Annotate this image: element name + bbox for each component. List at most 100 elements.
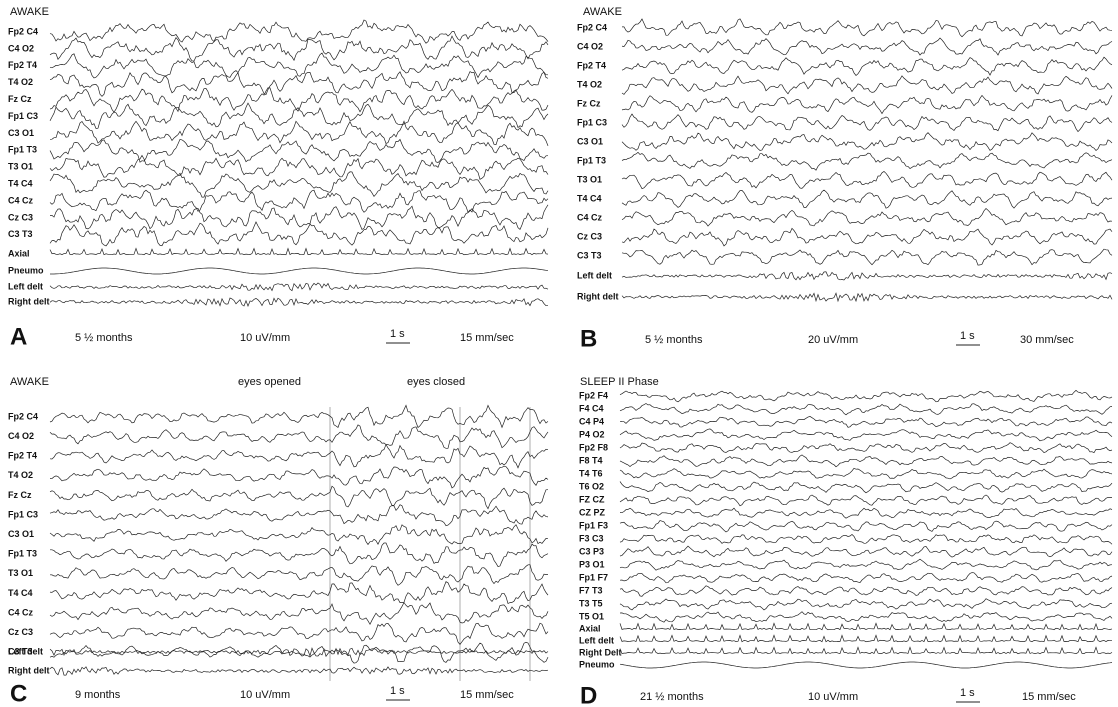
trace bbox=[49, 35, 549, 62]
panel-letter: C bbox=[10, 680, 27, 707]
trace bbox=[619, 403, 1113, 416]
trace bbox=[619, 611, 1113, 623]
trace bbox=[619, 598, 1113, 611]
trace bbox=[49, 581, 549, 604]
time-scale: 1 s bbox=[390, 328, 405, 340]
channel-label: C4 Cz bbox=[8, 195, 34, 205]
channel-label: F8 T4 bbox=[579, 455, 603, 465]
channel-label: Fp2 C4 bbox=[8, 411, 38, 421]
channel-label: T3 O1 bbox=[8, 162, 33, 172]
panel-header: AWAKE bbox=[10, 376, 49, 388]
panel-header: AWAKE bbox=[583, 6, 622, 18]
channel-label: Fp2 T4 bbox=[8, 60, 37, 70]
trace bbox=[49, 120, 549, 147]
speed: 15 mm/sec bbox=[460, 689, 514, 701]
trace bbox=[49, 71, 549, 97]
trace bbox=[49, 564, 549, 586]
age: 5 ½ months bbox=[75, 332, 133, 344]
trace bbox=[49, 622, 549, 645]
panel-header: SLEEP II Phase bbox=[580, 376, 659, 388]
channel-label: Fp1 T3 bbox=[8, 549, 37, 559]
channel-label: Right delt bbox=[8, 665, 50, 675]
channel-label: C4 O2 bbox=[8, 431, 34, 441]
trace bbox=[49, 424, 549, 449]
channel-label: Fz Cz bbox=[8, 490, 32, 500]
time-scale: 1 s bbox=[960, 330, 975, 342]
channel-label: C3 T3 bbox=[577, 250, 602, 260]
trace bbox=[621, 227, 1113, 247]
trace bbox=[49, 297, 548, 307]
trace bbox=[621, 151, 1113, 171]
channel-label: Fp2 T4 bbox=[577, 60, 606, 70]
trace bbox=[49, 221, 549, 247]
trace bbox=[619, 646, 1113, 655]
trace bbox=[50, 542, 549, 568]
channel-label: C3 O1 bbox=[8, 529, 34, 539]
channel-label: Fp2 T4 bbox=[8, 451, 37, 461]
channel-label: Fp1 F3 bbox=[579, 520, 608, 530]
channel-label: Left delt bbox=[577, 270, 612, 280]
trace bbox=[49, 102, 549, 129]
channel-label: Cz C3 bbox=[8, 212, 33, 222]
channel-label: T6 O2 bbox=[579, 481, 604, 491]
channel-label: Right Delt bbox=[579, 647, 622, 657]
channel-label: Left delt bbox=[8, 646, 43, 656]
sensitivity: 10 uV/mm bbox=[240, 332, 290, 344]
channel-label: P3 O1 bbox=[579, 559, 605, 569]
channel-label: Pneumo bbox=[8, 265, 44, 275]
trace bbox=[49, 404, 549, 429]
channel-label: Axial bbox=[579, 623, 601, 633]
channel-label: Right delt bbox=[577, 291, 619, 301]
channel-label: C3 P3 bbox=[579, 546, 604, 556]
channel-label: Fp2 C4 bbox=[8, 26, 38, 36]
channel-label: C3 O1 bbox=[8, 128, 34, 138]
trace bbox=[49, 601, 549, 626]
channel-label: FZ CZ bbox=[579, 494, 605, 504]
trace bbox=[619, 507, 1113, 519]
trace bbox=[49, 666, 549, 676]
time-scale: 1 s bbox=[960, 687, 975, 699]
trace bbox=[49, 465, 549, 489]
trace bbox=[621, 208, 1113, 227]
channel-label: T5 O1 bbox=[579, 611, 604, 621]
channel-label: P4 O2 bbox=[579, 429, 605, 439]
channel-label: C3 T3 bbox=[8, 647, 33, 657]
trace bbox=[619, 545, 1113, 558]
trace bbox=[621, 189, 1113, 209]
channel-label: F7 T3 bbox=[579, 585, 603, 595]
trace bbox=[49, 524, 549, 546]
channel-label: Fp2 F8 bbox=[579, 442, 608, 452]
speed: 15 mm/sec bbox=[1022, 691, 1076, 703]
trace bbox=[49, 504, 549, 527]
trace bbox=[621, 94, 1113, 115]
speed: 15 mm/sec bbox=[460, 332, 514, 344]
trace bbox=[49, 443, 549, 469]
channel-label: Fp1 C3 bbox=[8, 509, 38, 519]
trace bbox=[619, 467, 1113, 480]
panel-header: eyes opened bbox=[238, 376, 301, 388]
panel-letter: A bbox=[10, 323, 27, 350]
trace bbox=[621, 132, 1113, 151]
channel-label: Fp2 C4 bbox=[577, 22, 607, 32]
channel-label: Fp1 T3 bbox=[577, 155, 606, 165]
channel-label: T4 C4 bbox=[8, 178, 33, 188]
trace bbox=[619, 494, 1113, 507]
channel-label: Right delt bbox=[8, 296, 50, 306]
trace bbox=[619, 442, 1113, 454]
channel-label: T4 O2 bbox=[8, 470, 33, 480]
channel-label: CZ PZ bbox=[579, 507, 606, 517]
trace bbox=[619, 661, 1113, 669]
trace bbox=[619, 572, 1113, 584]
trace bbox=[621, 171, 1113, 190]
channel-label: T4 C4 bbox=[8, 588, 33, 598]
trace bbox=[49, 282, 549, 292]
channel-label: Fp1 T3 bbox=[8, 145, 37, 155]
channel-label: T3 O1 bbox=[8, 568, 33, 578]
trace bbox=[619, 585, 1113, 597]
trace bbox=[619, 428, 1113, 442]
age: 9 months bbox=[75, 689, 121, 701]
channel-label: C3 T3 bbox=[8, 229, 33, 239]
channel-label: C4 O2 bbox=[8, 43, 34, 53]
trace bbox=[619, 481, 1113, 494]
